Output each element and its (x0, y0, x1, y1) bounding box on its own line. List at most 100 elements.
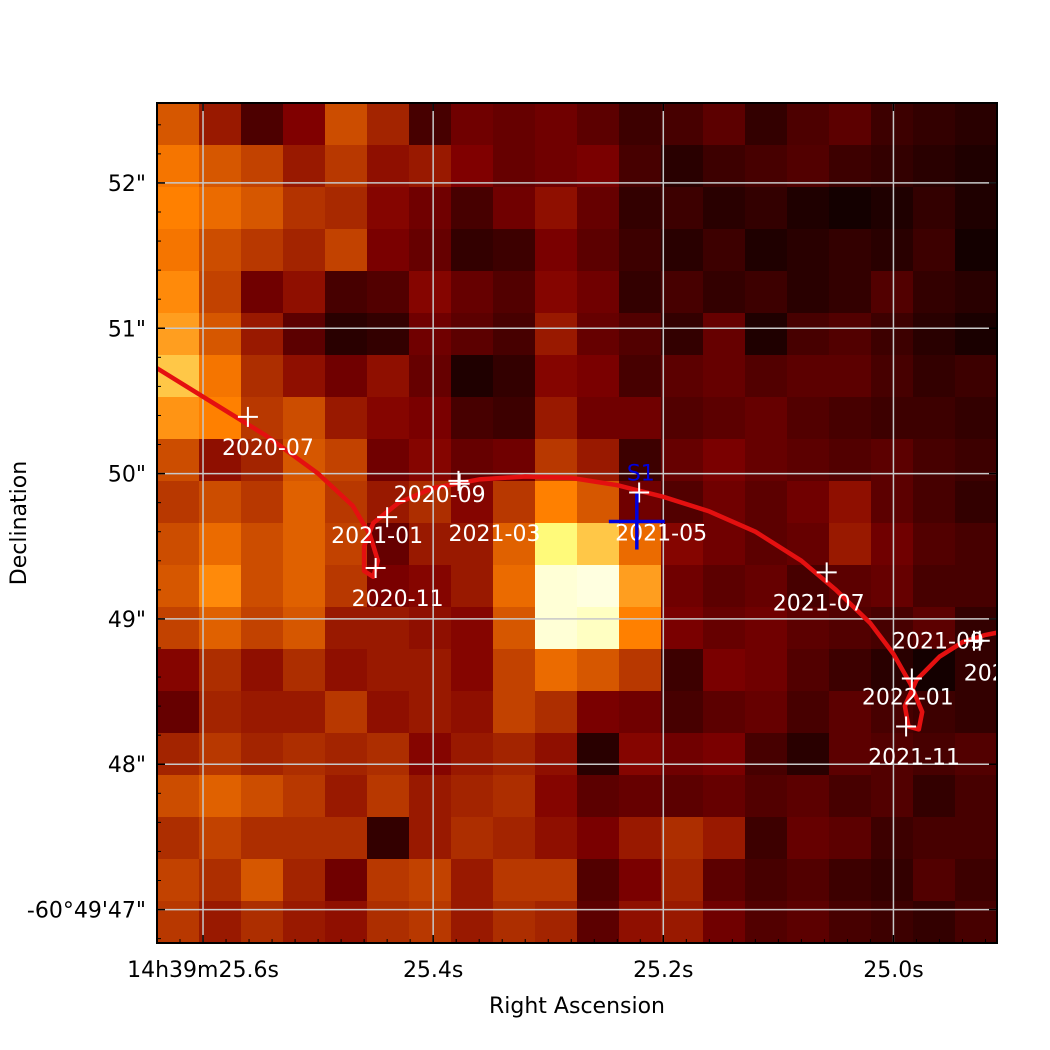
heatmap-cell (241, 565, 284, 608)
heatmap-cell (787, 901, 830, 943)
heatmap-cell (787, 313, 830, 356)
heatmap-cell (745, 565, 788, 608)
heatmap-cell (829, 145, 872, 188)
heatmap-cell (577, 607, 620, 650)
heatmap-cell (409, 271, 452, 314)
heatmap-cell (283, 187, 326, 230)
heatmap-cell (451, 397, 494, 440)
heatmap-cell (871, 355, 914, 398)
heatmap-cell (913, 859, 956, 902)
epoch-label: 2021-09 (892, 630, 984, 655)
heatmap-cell (493, 145, 536, 188)
heatmap-cell (829, 691, 872, 734)
heatmap-cell (409, 733, 452, 776)
heatmap-cell (199, 901, 242, 943)
heatmap-cell (325, 901, 368, 943)
heatmap-cell (451, 859, 494, 902)
heatmap-cell (787, 229, 830, 272)
heatmap-cell (157, 859, 200, 902)
heatmap-cell (661, 229, 704, 272)
heatmap-cell (955, 229, 997, 272)
intensity-image (157, 103, 997, 943)
heatmap-cell (325, 355, 368, 398)
heatmap-cell (283, 775, 326, 818)
heatmap-cell (451, 775, 494, 818)
heatmap-cell (157, 607, 200, 650)
heatmap-cell (241, 607, 284, 650)
heatmap-cell (493, 103, 536, 146)
heatmap-cell (745, 439, 788, 482)
coordinate-grid (157, 103, 997, 943)
heatmap-cell (325, 439, 368, 482)
heatmap-cell (283, 691, 326, 734)
heatmap-cell (283, 901, 326, 943)
heatmap-cell (661, 733, 704, 776)
heatmap-cell (955, 481, 997, 524)
heatmap-cell (913, 103, 956, 146)
heatmap-cell (325, 271, 368, 314)
heatmap-cell (535, 355, 578, 398)
heatmap-cell (451, 901, 494, 943)
heatmap-cell (199, 691, 242, 734)
heatmap-cell (409, 523, 452, 566)
heatmap-cell (787, 187, 830, 230)
heatmap-cell (199, 145, 242, 188)
heatmap-cell (829, 103, 872, 146)
heatmap-cell (451, 271, 494, 314)
heatmap-cell (535, 313, 578, 356)
source-label: S1 (627, 462, 655, 487)
heatmap-cell (745, 355, 788, 398)
epoch-label: 2021-01 (331, 524, 423, 549)
heatmap-cell (955, 901, 997, 943)
heatmap-cell (745, 607, 788, 650)
heatmap-cell (661, 397, 704, 440)
heatmap-cell (493, 733, 536, 776)
heatmap-cell (493, 187, 536, 230)
heatmap-cell (577, 313, 620, 356)
heatmap-cell (913, 229, 956, 272)
heatmap-cell (535, 145, 578, 188)
heatmap-cell (283, 565, 326, 608)
heatmap-cell (241, 229, 284, 272)
heatmap-cell (493, 271, 536, 314)
heatmap-cell (367, 649, 410, 692)
heatmap-cell (367, 859, 410, 902)
heatmap-cell (787, 859, 830, 902)
heatmap-cell (283, 145, 326, 188)
heatmap-cell (241, 103, 284, 146)
heatmap-cell (493, 775, 536, 818)
heatmap-cell (577, 817, 620, 860)
heatmap-cell (283, 859, 326, 902)
heatmap-cell (451, 523, 494, 566)
heatmap-cell (283, 817, 326, 860)
heatmap-cell (703, 271, 746, 314)
heatmap-cell (157, 817, 200, 860)
heatmap-cell (787, 817, 830, 860)
heatmap-cell (367, 775, 410, 818)
heatmap-cell (157, 313, 200, 356)
heatmap-cell (325, 313, 368, 356)
heatmap-cell (913, 271, 956, 314)
heatmap-cell (157, 229, 200, 272)
epoch-label: 2021-07 (773, 591, 865, 616)
heatmap-cell (535, 775, 578, 818)
heatmap-cell (955, 145, 997, 188)
heatmap-cell (871, 733, 914, 776)
heatmap-cell (955, 775, 997, 818)
heatmap-cell (829, 607, 872, 650)
heatmap-cell (913, 817, 956, 860)
heatmap-cell (451, 691, 494, 734)
epoch-markers: 2020-07 2020-09 2020-11 2021-01 2021-03 2021-… (222, 406, 1050, 770)
heatmap-cell (241, 355, 284, 398)
heatmap-cell (325, 565, 368, 608)
heatmap-cell (913, 313, 956, 356)
heatmap-cell (619, 439, 662, 482)
heatmap-cell (661, 817, 704, 860)
heatmap-cell (955, 103, 997, 146)
heatmap-cell (409, 775, 452, 818)
heatmap-cell (367, 271, 410, 314)
heatmap-cell (199, 775, 242, 818)
heatmap-cell (367, 313, 410, 356)
heatmap-cell (409, 901, 452, 943)
y-tick-label: 49" (108, 608, 146, 633)
